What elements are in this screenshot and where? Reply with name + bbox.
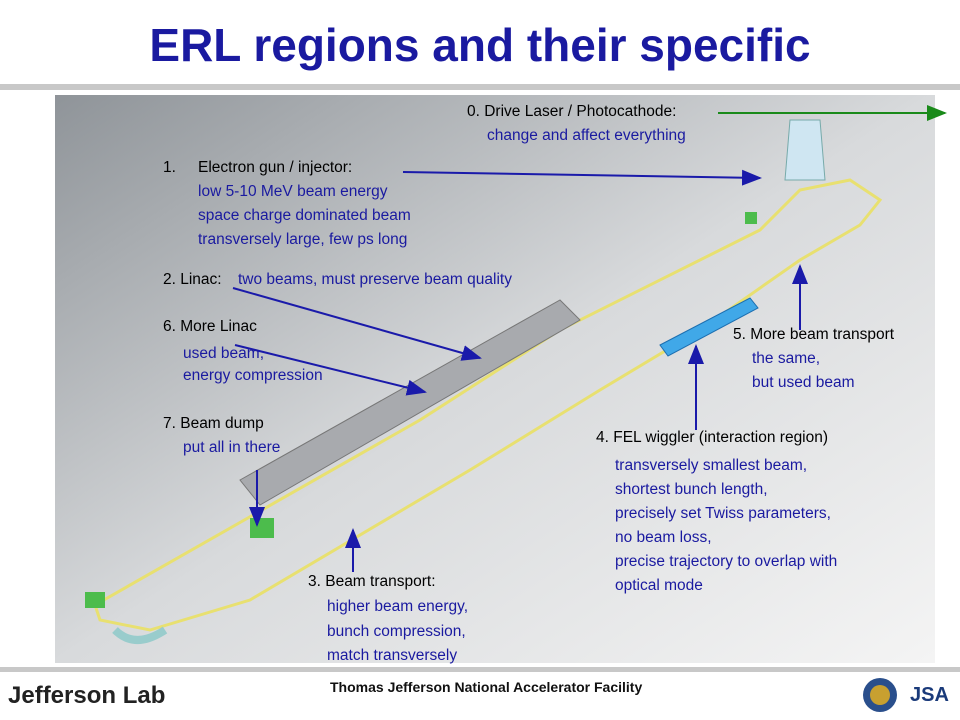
region-line: but used beam bbox=[752, 374, 855, 391]
title-rule bbox=[0, 84, 960, 90]
region-line: no beam loss, bbox=[615, 529, 712, 546]
region-line: transversely smallest beam, bbox=[615, 457, 808, 474]
region-line: the same, bbox=[752, 350, 821, 367]
region-line: energy compression bbox=[183, 367, 323, 384]
region-heading: 0. Drive Laser / Photocathode: bbox=[467, 103, 677, 120]
region-line: used beam, bbox=[183, 345, 264, 362]
footer-partner: JSA bbox=[910, 684, 949, 706]
footer-facility: Thomas Jefferson National Accelerator Fa… bbox=[330, 679, 643, 695]
region-heading: 4. FEL wiggler (interaction region) bbox=[596, 429, 829, 446]
region-heading: Electron gun / injector: bbox=[198, 159, 353, 176]
region-line: match transversely bbox=[327, 647, 458, 664]
footer-rule bbox=[0, 667, 960, 672]
region-heading: 2. Linac: bbox=[163, 271, 222, 288]
region-line: put all in there bbox=[183, 439, 281, 456]
region-heading: 5. More beam transport bbox=[733, 326, 895, 343]
region-line: bunch compression, bbox=[327, 623, 466, 640]
region-heading: 3. Beam transport: bbox=[308, 573, 436, 590]
region-line: space charge dominated beam bbox=[198, 207, 411, 224]
region-line: higher beam energy, bbox=[327, 598, 469, 615]
region-line: shortest bunch length, bbox=[615, 481, 768, 498]
region-line: precisely set Twiss parameters, bbox=[615, 505, 831, 522]
region-heading: 6. More Linac bbox=[163, 318, 257, 335]
region-line: precise trajectory to overlap with bbox=[615, 553, 838, 570]
slide-title: ERL regions and their specific bbox=[149, 19, 811, 71]
region-number: 1. bbox=[163, 159, 176, 176]
region-line: low 5-10 MeV beam energy bbox=[198, 183, 388, 200]
region-line: optical mode bbox=[615, 577, 703, 594]
region-line: transversely large, few ps long bbox=[198, 231, 408, 248]
footer-logo: Jefferson Lab bbox=[8, 682, 166, 709]
photo-background bbox=[55, 95, 935, 663]
region-heading: 7. Beam dump bbox=[163, 415, 264, 432]
arrows bbox=[232, 169, 808, 572]
region-line: change and affect everything bbox=[487, 127, 686, 144]
region-line: two beams, must preserve beam quality bbox=[238, 271, 512, 288]
